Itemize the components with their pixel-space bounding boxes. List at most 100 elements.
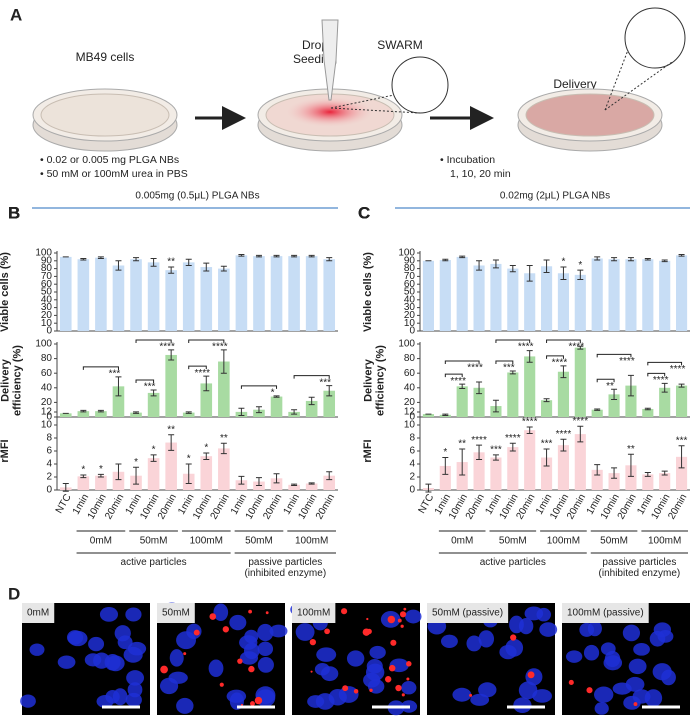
nucleus xyxy=(579,622,595,637)
nucleus xyxy=(622,624,641,642)
nucleus xyxy=(633,643,650,656)
group-label: 50mM xyxy=(140,536,168,547)
error-bar xyxy=(627,257,634,262)
comparison-label: **** xyxy=(619,356,635,367)
y-tick-label: 100 xyxy=(398,248,415,259)
error-bar xyxy=(476,260,483,271)
bar xyxy=(456,256,468,331)
error-bar xyxy=(644,471,651,477)
nucleus xyxy=(478,682,497,698)
error-bar xyxy=(291,483,298,486)
error-bar xyxy=(492,259,499,269)
bar xyxy=(490,263,502,331)
error-bar xyxy=(185,258,192,266)
error-bar xyxy=(133,466,140,485)
comparison-bracket xyxy=(444,373,463,378)
error-bar xyxy=(97,473,104,478)
bar xyxy=(200,383,213,417)
error-bar xyxy=(115,260,122,271)
bar xyxy=(574,347,586,417)
bar xyxy=(540,400,553,417)
y-tick-label: 70 xyxy=(404,271,416,282)
significance: * xyxy=(187,454,191,465)
step-label: MB49 cells xyxy=(76,50,135,64)
error-bar xyxy=(543,448,550,467)
particle xyxy=(160,665,168,674)
error-bar xyxy=(168,349,175,361)
nucleus xyxy=(466,635,482,652)
y-tick-label: 0 xyxy=(409,326,415,337)
nucleus xyxy=(628,658,647,675)
y-tick-label: 90 xyxy=(404,255,416,266)
error-bar xyxy=(459,448,466,476)
group-label: 100mM xyxy=(547,536,580,547)
bar xyxy=(625,385,637,417)
error-bar xyxy=(560,365,567,379)
significance: **** xyxy=(522,417,538,428)
image-label: 100mM xyxy=(297,608,330,619)
comparison-bracket xyxy=(293,375,330,379)
error-bar xyxy=(326,385,333,397)
bullet: • 50 mM or 100mM urea in PBS xyxy=(40,168,188,180)
error-bar xyxy=(115,463,122,481)
group-label: 100mM xyxy=(190,536,223,547)
particle xyxy=(209,613,217,620)
particle xyxy=(183,652,187,656)
nucleus xyxy=(88,636,105,652)
error-bar xyxy=(326,471,333,481)
bar xyxy=(642,474,654,490)
bar xyxy=(182,412,195,417)
y-axis-title: Viable cells (%) xyxy=(0,252,11,332)
error-bar xyxy=(220,265,227,272)
bullet: • Incubation xyxy=(440,154,495,166)
nucleus xyxy=(295,623,315,641)
particle xyxy=(265,611,269,615)
nucleus xyxy=(229,614,247,631)
error-bar xyxy=(442,457,449,475)
comparison-bracket xyxy=(82,366,119,370)
bar xyxy=(165,354,177,417)
particle xyxy=(387,615,396,624)
nucleus xyxy=(257,623,274,642)
nucleus xyxy=(532,689,552,703)
y-tick-label: 80 xyxy=(404,263,416,274)
bar xyxy=(77,411,90,417)
image-label-bg xyxy=(157,603,195,623)
nucleus xyxy=(125,607,142,622)
nucleus xyxy=(452,687,472,702)
particle xyxy=(240,703,244,706)
nucleus xyxy=(583,644,600,661)
y-tick-label: 6 xyxy=(409,446,415,457)
significance: **** xyxy=(505,433,521,444)
bar xyxy=(323,475,336,490)
bar xyxy=(305,400,318,417)
bar xyxy=(200,267,213,331)
error-bar xyxy=(220,442,227,455)
error-bar xyxy=(308,482,315,485)
error-bar xyxy=(611,467,618,479)
y-tick-label: 10 xyxy=(41,420,53,431)
y-tick-label: 4 xyxy=(46,459,52,470)
group-label: 100mM xyxy=(648,536,681,547)
particle xyxy=(586,687,593,694)
bar xyxy=(422,260,435,331)
bar xyxy=(95,411,107,417)
particle xyxy=(527,671,535,679)
nucleus xyxy=(226,689,247,703)
significance: **** xyxy=(556,429,572,440)
nucleus xyxy=(99,606,119,622)
error-bar xyxy=(80,257,87,261)
error-bar xyxy=(326,257,333,262)
panel-letter: B xyxy=(8,203,20,222)
bar xyxy=(147,262,160,331)
comparison-bracket xyxy=(495,339,531,343)
nucleus xyxy=(176,697,194,714)
y-tick-label: 60 xyxy=(404,279,416,290)
group-label: 0mM xyxy=(90,536,112,547)
super-group-label-box: active particles xyxy=(480,557,546,568)
y-tick-label: 0 xyxy=(409,412,415,423)
error-bar xyxy=(678,254,685,257)
nucleus xyxy=(208,659,224,678)
bar xyxy=(625,465,637,490)
panel-letter: C xyxy=(358,203,370,222)
